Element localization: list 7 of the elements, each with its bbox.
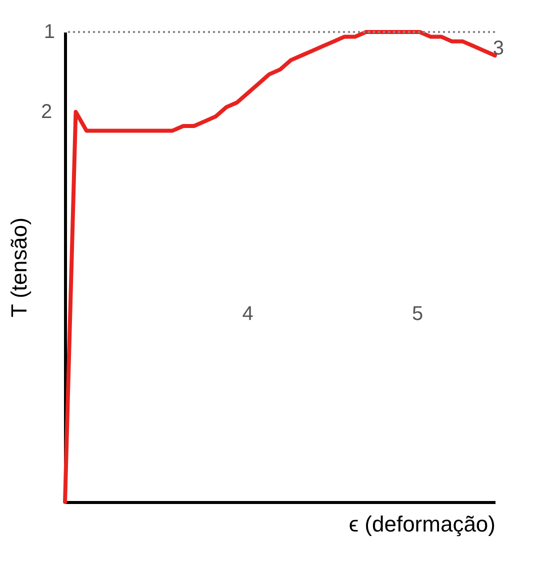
y-axis-title: T (tensão)	[6, 218, 32, 318]
text: 2	[40, 100, 52, 123]
annotation: 4	[242, 303, 254, 325]
annotation: 5	[412, 303, 424, 325]
ref-line-label: 1	[44, 21, 55, 43]
annotation: 3	[492, 37, 504, 60]
x-axis-title: ϵ (deformação)	[348, 512, 496, 536]
